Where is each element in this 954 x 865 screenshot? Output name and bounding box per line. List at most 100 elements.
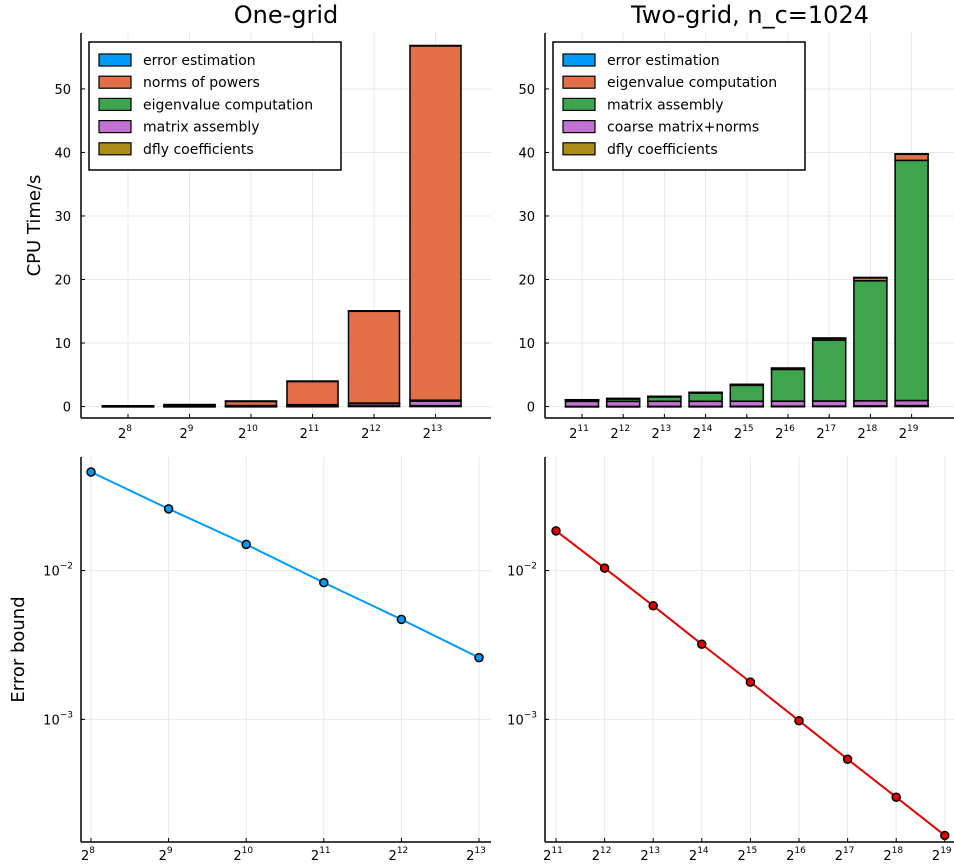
bar-segment: [647, 395, 682, 398]
x-tick-label-base: 2: [734, 427, 742, 442]
legend-swatch: [562, 53, 596, 67]
data-point: [551, 526, 561, 536]
x-tick-label-base: 2: [652, 427, 660, 442]
bar-segment: [688, 392, 723, 403]
bar-segment: [224, 400, 278, 403]
y-tick-label: 20: [54, 274, 71, 289]
x-tick-label: 219: [932, 846, 952, 864]
x-tick-label: 214: [689, 846, 709, 864]
x-tick-label-base: 2: [610, 427, 618, 442]
x-tick-label-exp: 12: [600, 846, 611, 856]
y-tick-label-exp: −2: [524, 562, 537, 572]
x-tick-label-base: 2: [693, 427, 701, 442]
x-tick-label: 210: [238, 424, 258, 442]
x-tick-label: 216: [786, 846, 806, 864]
bar-segment: [409, 44, 462, 47]
x-tick-label-exp: 11: [308, 424, 319, 434]
x-tick-label-exp: 12: [619, 424, 630, 434]
legend-label: error estimation: [607, 53, 720, 69]
bar-segment: [605, 400, 641, 408]
y-tick-label: 50: [54, 83, 71, 98]
x-tick-label-exp: 18: [866, 424, 878, 434]
legend-label: dfly coefficients: [143, 142, 254, 158]
x-tick-label-base: 2: [775, 427, 783, 442]
bar-segment: [688, 400, 723, 408]
legend-swatch: [98, 75, 132, 89]
x-tick-label-exp: 8: [126, 424, 132, 434]
x-tick-label: 213: [640, 846, 660, 864]
y-tick-label: 30: [518, 210, 535, 225]
data-point: [794, 715, 804, 726]
x-tick-label-base: 2: [159, 849, 167, 864]
x-tick-label: 213: [652, 424, 672, 442]
x-tick-label-exp: 19: [907, 424, 919, 434]
data-point: [319, 577, 329, 588]
x-tick-label-exp: 11: [577, 424, 588, 434]
x-tick-label-exp: 16: [783, 424, 795, 434]
x-tick-label-exp: 10: [246, 424, 258, 434]
x-tick-label-exp: 15: [742, 424, 753, 434]
bar-segment: [101, 404, 155, 407]
x-tick-label-base: 2: [835, 849, 843, 864]
x-tick-label-base: 2: [932, 849, 940, 864]
x-tick-label-base: 2: [883, 849, 891, 864]
y-tick-label: 30: [54, 210, 71, 225]
legend-label: matrix assembly: [143, 120, 260, 136]
x-tick-label: 213: [466, 846, 486, 864]
y-tick-label: 50: [518, 83, 535, 98]
y-tick-label-exp: −3: [524, 710, 537, 720]
x-tick-label-exp: 13: [474, 846, 485, 856]
chart-title: One-grid: [234, 1, 339, 29]
legend-label: eigenvalue computation: [143, 97, 313, 113]
x-tick-label: 211: [300, 424, 320, 442]
y-tick-label: 0: [63, 401, 71, 416]
data-point: [241, 539, 251, 550]
x-tick-label: 212: [592, 846, 612, 864]
y-tick-label-exp: −2: [60, 562, 73, 572]
y-tick-label: 20: [518, 274, 535, 289]
bar-segment: [894, 399, 929, 407]
bar-segment: [770, 400, 806, 407]
x-tick-label-exp: 17: [843, 846, 854, 856]
legend-swatch: [562, 119, 596, 134]
x-tick-label-exp: 16: [794, 846, 806, 856]
data-point: [891, 792, 901, 802]
bar-segment: [163, 403, 216, 406]
x-tick-label: 215: [734, 424, 754, 442]
x-tick-label-base: 2: [816, 427, 824, 442]
bar-segment: [409, 44, 462, 401]
data-point: [163, 504, 174, 514]
x-tick-label-exp: 17: [825, 424, 836, 434]
data-point: [474, 652, 484, 663]
y-tick-label-base: 10: [43, 565, 60, 580]
legend-label: matrix assembly: [607, 97, 724, 113]
bar-segment: [564, 398, 600, 401]
x-tick-label: 218: [883, 846, 903, 864]
x-tick-label-base: 2: [858, 427, 866, 442]
x-tick-label: 212: [361, 424, 381, 442]
series-line: [90, 471, 480, 659]
bar-segment: [605, 397, 641, 400]
x-tick-label-base: 2: [640, 849, 648, 864]
legend-swatch: [98, 142, 132, 156]
x-tick-label-exp: 13: [649, 846, 660, 856]
x-tick-label-base: 2: [689, 849, 697, 864]
x-tick-label-exp: 9: [167, 846, 173, 856]
x-tick-label-exp: 8: [89, 846, 95, 856]
legend-swatch: [562, 97, 596, 112]
chart-title: Two-grid, n_c=1024: [630, 1, 869, 29]
x-tick-label-base: 2: [786, 849, 794, 864]
y-tick-label: 10: [518, 337, 535, 352]
x-tick-label-exp: 15: [746, 846, 757, 856]
x-tick-label: 212: [610, 424, 630, 442]
bar-segment: [729, 400, 765, 408]
bar-segment: [564, 400, 600, 408]
bar-segment: [647, 400, 682, 408]
x-tick-label-base: 2: [466, 849, 474, 864]
data-point: [86, 467, 96, 477]
data-point: [648, 601, 658, 611]
x-tick-label-base: 2: [899, 427, 907, 442]
x-tick-label: 29: [179, 424, 193, 442]
